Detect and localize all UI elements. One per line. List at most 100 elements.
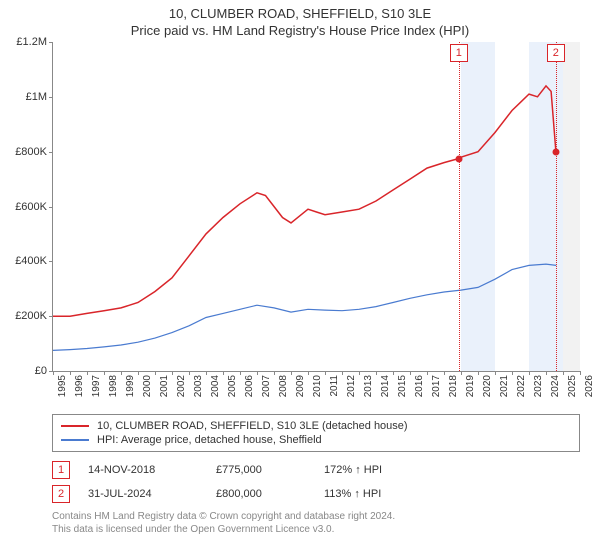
x-tick-label: 2002 [176, 375, 187, 397]
x-tick-label: 2026 [584, 375, 595, 397]
x-tick-mark [223, 371, 224, 375]
x-tick-label: 2004 [210, 375, 221, 397]
x-tick-mark [104, 371, 105, 375]
x-tick-label: 1999 [125, 375, 136, 397]
y-tick-label: £200K [15, 310, 53, 322]
x-tick-label: 2008 [278, 375, 289, 397]
x-tick-mark [546, 371, 547, 375]
x-tick-label: 2001 [159, 375, 170, 397]
x-tick-mark [444, 371, 445, 375]
chart-subtitle: Price paid vs. HM Land Registry's House … [0, 21, 600, 42]
x-tick-mark [70, 371, 71, 375]
sale-marker-icon: 1 [52, 461, 70, 479]
y-tick-label: £600K [15, 201, 53, 213]
x-tick-mark [325, 371, 326, 375]
sale-marker-label: 1 [450, 44, 468, 62]
x-tick-label: 2020 [482, 375, 493, 397]
sale-date: 31-JUL-2024 [88, 488, 198, 500]
sale-marker-icon: 2 [52, 485, 70, 503]
x-tick-mark [53, 371, 54, 375]
legend: 10, CLUMBER ROAD, SHEFFIELD, S10 3LE (de… [52, 414, 580, 452]
sale-price: £800,000 [216, 488, 306, 500]
plot-region: £0£200K£400K£600K£800K£1M£1.2M1995199619… [52, 42, 580, 372]
footer-line-2: This data is licensed under the Open Gov… [52, 523, 580, 536]
legend-label: HPI: Average price, detached house, Shef… [97, 434, 322, 446]
x-tick-mark [495, 371, 496, 375]
footer-attribution: Contains HM Land Registry data © Crown c… [52, 510, 580, 536]
legend-item: HPI: Average price, detached house, Shef… [61, 433, 571, 447]
y-tick-label: £1.2M [16, 36, 53, 48]
y-tick-label: £400K [15, 255, 53, 267]
sales-table: 1 14-NOV-2018 £775,000 172% ↑ HPI 2 31-JUL-20… [52, 458, 580, 506]
legend-label: 10, CLUMBER ROAD, SHEFFIELD, S10 3LE (de… [97, 420, 408, 432]
x-tick-mark [376, 371, 377, 375]
y-tick-mark [49, 316, 53, 317]
sale-price: £775,000 [216, 464, 306, 476]
y-tick-mark [49, 152, 53, 153]
x-tick-label: 2023 [533, 375, 544, 397]
x-tick-mark [410, 371, 411, 375]
x-tick-label: 1996 [74, 375, 85, 397]
sale-vs-hpi: 172% ↑ HPI [324, 464, 434, 476]
x-tick-label: 2025 [567, 375, 578, 397]
x-tick-label: 2005 [227, 375, 238, 397]
x-tick-mark [257, 371, 258, 375]
x-tick-mark [291, 371, 292, 375]
x-tick-mark [172, 371, 173, 375]
x-tick-label: 2014 [380, 375, 391, 397]
sale-date: 14-NOV-2018 [88, 464, 198, 476]
x-tick-label: 2006 [244, 375, 255, 397]
x-tick-label: 2021 [499, 375, 510, 397]
x-tick-mark [427, 371, 428, 375]
x-tick-label: 2013 [363, 375, 374, 397]
sale-marker-dot [455, 155, 462, 162]
footer-line-1: Contains HM Land Registry data © Crown c… [52, 510, 580, 523]
x-tick-mark [478, 371, 479, 375]
x-tick-label: 2000 [142, 375, 153, 397]
x-tick-mark [308, 371, 309, 375]
sale-row: 2 31-JUL-2024 £800,000 113% ↑ HPI [52, 482, 580, 506]
sale-row: 1 14-NOV-2018 £775,000 172% ↑ HPI [52, 458, 580, 482]
sale-marker-line [556, 42, 557, 371]
x-tick-label: 1995 [57, 375, 68, 397]
y-tick-label: £800K [15, 146, 53, 158]
x-tick-mark [529, 371, 530, 375]
x-tick-mark [342, 371, 343, 375]
x-tick-mark [206, 371, 207, 375]
legend-swatch [61, 439, 89, 441]
x-tick-label: 2015 [397, 375, 408, 397]
sale-marker-dot [552, 148, 559, 155]
sale-marker-line [459, 42, 460, 371]
y-tick-mark [49, 42, 53, 43]
chart-title: 10, CLUMBER ROAD, SHEFFIELD, S10 3LE [0, 0, 600, 21]
x-tick-mark [240, 371, 241, 375]
x-tick-label: 2016 [414, 375, 425, 397]
x-tick-mark [155, 371, 156, 375]
x-tick-label: 2018 [448, 375, 459, 397]
x-tick-label: 2009 [295, 375, 306, 397]
x-tick-mark [138, 371, 139, 375]
x-tick-mark [121, 371, 122, 375]
x-tick-mark [189, 371, 190, 375]
series-hpi [53, 264, 556, 350]
x-tick-label: 2017 [431, 375, 442, 397]
series-price_paid [53, 86, 556, 316]
chart-area: £0£200K£400K£600K£800K£1M£1.2M1995199619… [52, 42, 580, 372]
x-tick-mark [580, 371, 581, 375]
x-tick-label: 2024 [550, 375, 561, 397]
legend-item: 10, CLUMBER ROAD, SHEFFIELD, S10 3LE (de… [61, 419, 571, 433]
x-tick-mark [563, 371, 564, 375]
x-tick-mark [87, 371, 88, 375]
x-tick-label: 1998 [108, 375, 119, 397]
x-tick-label: 2007 [261, 375, 272, 397]
x-tick-mark [274, 371, 275, 375]
x-tick-label: 2012 [346, 375, 357, 397]
x-tick-label: 2011 [329, 375, 340, 397]
x-tick-mark [359, 371, 360, 375]
x-tick-label: 1997 [91, 375, 102, 397]
x-tick-label: 2022 [516, 375, 527, 397]
x-tick-mark [461, 371, 462, 375]
sale-vs-hpi: 113% ↑ HPI [324, 488, 434, 500]
x-tick-label: 2010 [312, 375, 323, 397]
x-tick-label: 2019 [465, 375, 476, 397]
